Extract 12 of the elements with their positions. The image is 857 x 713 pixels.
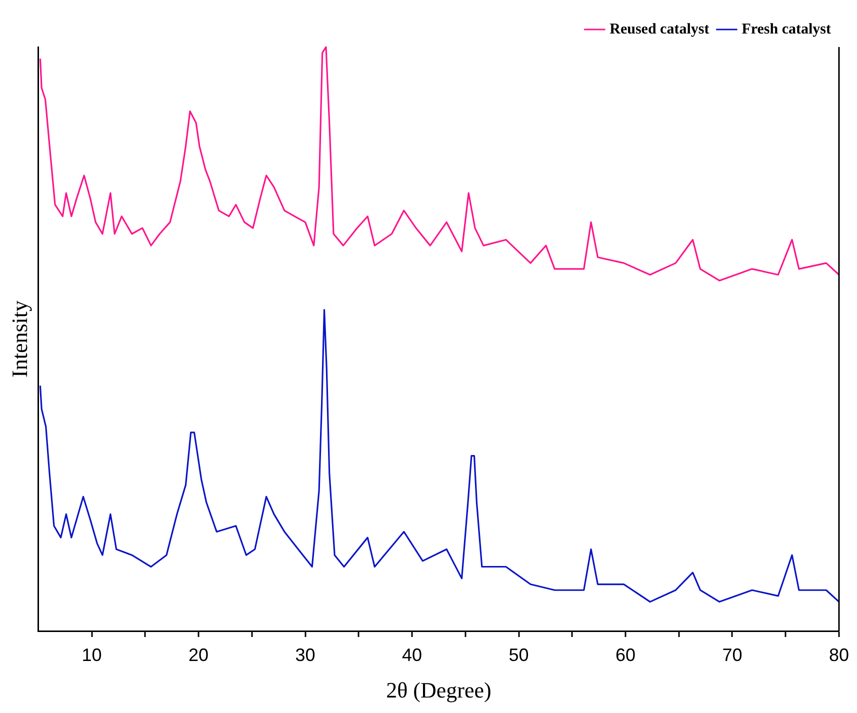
x-tick-label: 80	[828, 644, 850, 665]
x-tick-label: 10	[82, 644, 102, 665]
y-axis-title: Intensity	[6, 300, 32, 378]
x-tick-label: 60	[615, 644, 636, 665]
x-tick-label: 70	[722, 644, 742, 665]
x-tick-label: 50	[508, 644, 529, 665]
x-tick-label: 20	[188, 644, 209, 665]
x-tick-label: 40	[402, 644, 422, 665]
x-axis-title: 2θ (Degree)	[386, 678, 492, 703]
x-tick-label: 30	[295, 644, 316, 665]
legend-label: Reused catalyst	[610, 21, 710, 38]
legend-label: Fresh catalyst	[742, 21, 832, 38]
